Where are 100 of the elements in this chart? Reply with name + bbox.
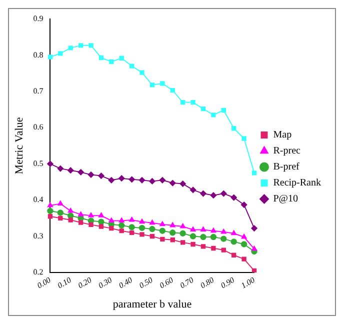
point (47, 208, 54, 214)
y-tick-label: 0.5 (33, 158, 44, 168)
point (118, 218, 124, 223)
point (119, 56, 124, 60)
point (88, 222, 94, 228)
x-tick-label: 0.30 (96, 275, 114, 290)
point (220, 236, 227, 242)
point (190, 186, 196, 194)
point (68, 167, 74, 174)
point (190, 226, 196, 232)
point (159, 177, 166, 184)
point (210, 192, 217, 198)
point (140, 232, 144, 237)
x-tick-label: 0.40 (117, 275, 134, 290)
x-tick-label: 0.20 (76, 275, 94, 290)
point (170, 238, 175, 242)
point (241, 234, 247, 239)
legend-label: P@10 (273, 194, 298, 205)
point (128, 176, 135, 183)
point (240, 202, 248, 208)
point (47, 202, 53, 208)
legend-label: Map (273, 130, 292, 141)
point (150, 234, 155, 239)
point (252, 170, 257, 176)
point (251, 225, 258, 232)
point (109, 226, 114, 231)
point (138, 224, 146, 232)
point (138, 177, 146, 184)
x-axis-title: parameter b value (112, 298, 192, 310)
point (140, 70, 144, 75)
point (170, 180, 176, 186)
point (57, 210, 64, 216)
point (98, 212, 104, 218)
point (242, 136, 246, 141)
point (220, 190, 227, 197)
y-tick-label: 0.6 (33, 122, 44, 132)
point (129, 230, 134, 235)
point (240, 241, 248, 248)
point (98, 172, 104, 179)
point (57, 165, 64, 172)
point (170, 230, 176, 236)
legend-label: Recip-Rank (273, 178, 321, 189)
y-tick-label: 0.3 (33, 231, 44, 240)
point (180, 180, 186, 187)
y-axis-title: Metric Value (13, 117, 26, 174)
point (58, 51, 63, 56)
point (231, 126, 236, 131)
x-tick-label: 0.70 (178, 275, 196, 290)
point (150, 82, 155, 88)
point (190, 233, 196, 240)
legend-label: R-prec (273, 146, 302, 157)
x-tick-label: 0.80 (198, 275, 216, 290)
point (160, 221, 166, 226)
point (88, 172, 94, 178)
point (242, 256, 246, 262)
point (129, 64, 134, 68)
point (180, 230, 186, 236)
y-tick-label: 0.7 (33, 86, 44, 96)
point (78, 169, 84, 176)
point (251, 246, 257, 251)
point (78, 220, 84, 225)
point (170, 222, 176, 228)
point (129, 216, 135, 222)
point (47, 160, 54, 167)
point (128, 224, 135, 230)
point (221, 248, 226, 252)
point (109, 59, 114, 64)
point (48, 54, 53, 60)
point (230, 238, 237, 245)
point (200, 244, 206, 249)
point (68, 218, 73, 222)
point (200, 190, 206, 197)
point (200, 234, 206, 240)
point (180, 240, 186, 245)
point (149, 178, 156, 184)
point (78, 43, 84, 48)
point (119, 228, 124, 234)
point (108, 177, 115, 184)
point (170, 88, 175, 93)
point (58, 216, 63, 221)
point (200, 106, 206, 112)
point (78, 211, 84, 216)
point (231, 252, 236, 258)
point (98, 218, 104, 225)
y-tick-label: 0.8 (33, 50, 44, 60)
y-tick-label: 0.4 (33, 195, 44, 204)
point (118, 175, 125, 182)
point (200, 226, 206, 232)
point (108, 218, 114, 223)
x-tick-label: 0.90 (219, 275, 236, 290)
point (88, 43, 94, 48)
point (210, 234, 217, 240)
point (98, 224, 104, 229)
point (180, 100, 186, 105)
point (118, 222, 125, 229)
point (190, 242, 196, 247)
point (149, 220, 155, 225)
point (210, 228, 216, 233)
point (211, 246, 216, 251)
point (159, 228, 166, 234)
